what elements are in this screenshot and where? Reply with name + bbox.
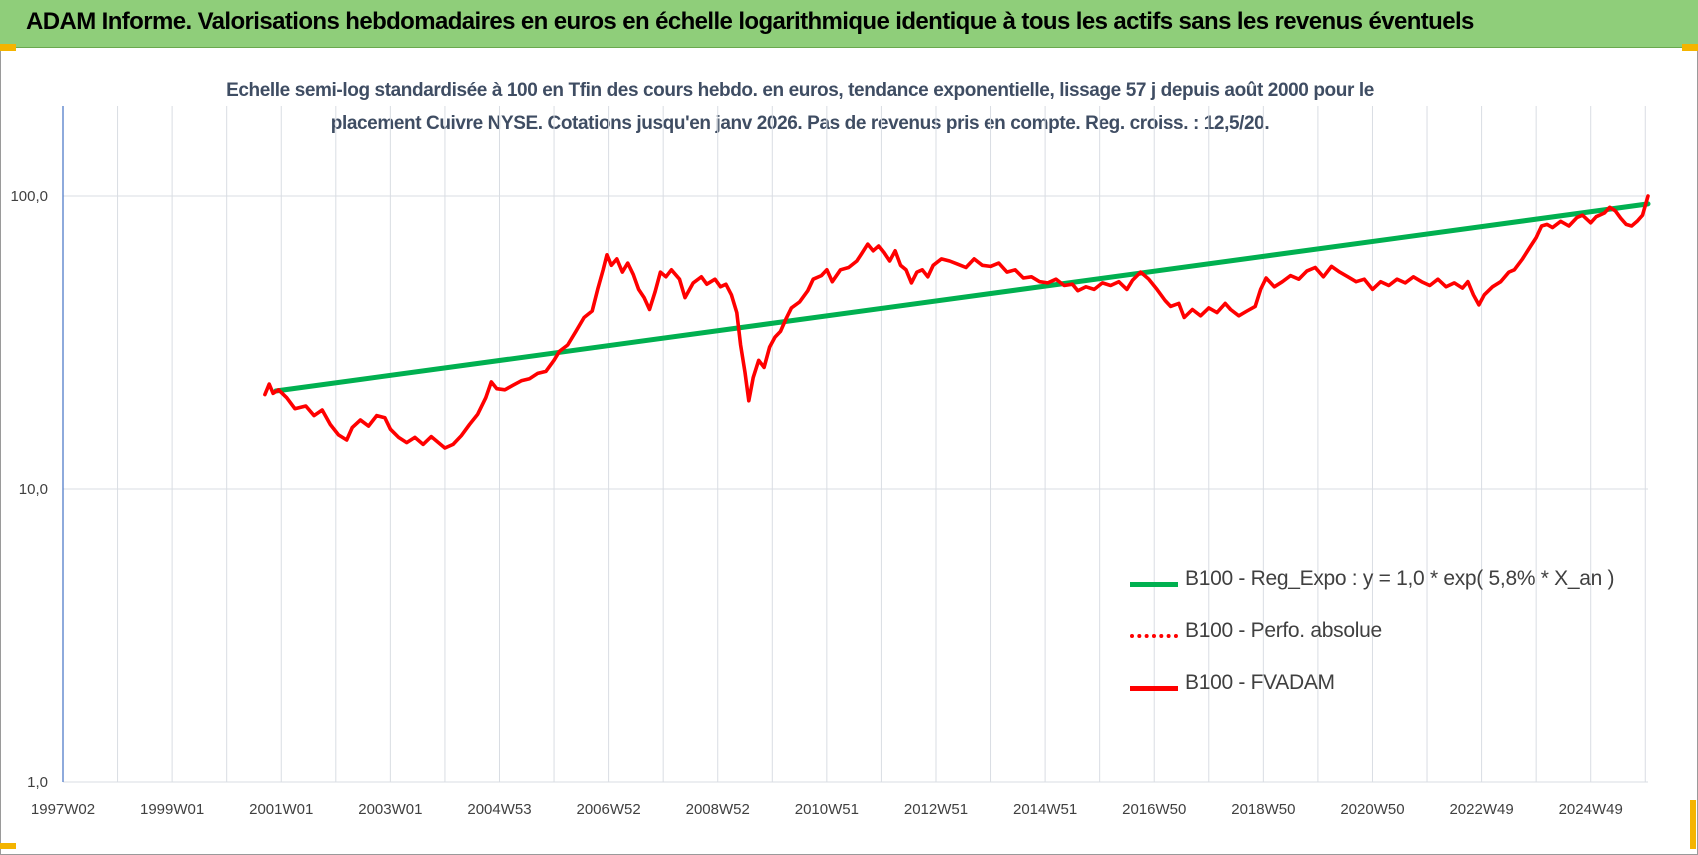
x-tick-label: 2004W53 — [467, 801, 531, 818]
series-line-fvadam — [263, 194, 1650, 450]
corner-marker-bottom-right — [1690, 800, 1696, 849]
x-tick-label: 2012W51 — [904, 801, 968, 818]
x-tick-label: 1997W02 — [31, 801, 95, 818]
header-bar: ADAM Informe. Valorisations hebdomadaire… — [0, 0, 1698, 48]
x-tick-label: 2016W50 — [1122, 801, 1186, 818]
chart-subtitle: Echelle semi-log standardisée à 100 en T… — [150, 74, 1450, 140]
x-tick-label: 2024W49 — [1559, 801, 1623, 818]
chart-subtitle-line-2: placement Cuivre NYSE. Cotations jusqu'e… — [330, 113, 1270, 134]
legend-label-perfo-absolue: B100 - Perfo. absolue — [1185, 619, 1382, 642]
legend-swatch-perfo-absolue — [1130, 634, 1178, 638]
x-tick-label: 2003W01 — [358, 801, 422, 818]
x-tick-label: 2020W50 — [1340, 801, 1404, 818]
x-tick-label: 2022W49 — [1449, 801, 1513, 818]
corner-marker-top-right — [1682, 44, 1698, 51]
legend-label-reg-expo: B100 - Reg_Expo : y = 1,0 * exp( 5,8% * … — [1185, 567, 1615, 590]
legend-label-fvadam: B100 - FVADAM — [1185, 671, 1335, 694]
y-tick-label: 1,0 — [27, 774, 48, 791]
y-tick-label: 10,0 — [19, 481, 48, 498]
series-line-reg-expo — [273, 201, 1651, 394]
y-tick-label: 100,0 — [10, 188, 48, 205]
x-tick-label: 2001W01 — [249, 801, 313, 818]
corner-marker-top-left — [0, 44, 16, 51]
legend-swatch-reg-expo — [1130, 582, 1178, 587]
x-tick-label: 2008W52 — [686, 801, 750, 818]
chart-subtitle-line-1: Echelle semi-log standardisée à 100 en T… — [226, 80, 1374, 101]
x-tick-label: 2014W51 — [1013, 801, 1077, 818]
x-tick-label: 1999W01 — [140, 801, 204, 818]
x-tick-label: 2018W50 — [1231, 801, 1295, 818]
page-title: ADAM Informe. Valorisations hebdomadaire… — [26, 8, 1474, 35]
corner-marker-bottom-left — [0, 843, 16, 849]
x-tick-label: 2006W52 — [577, 801, 641, 818]
legend-swatch-fvadam — [1130, 686, 1178, 691]
x-tick-label: 2010W51 — [795, 801, 859, 818]
